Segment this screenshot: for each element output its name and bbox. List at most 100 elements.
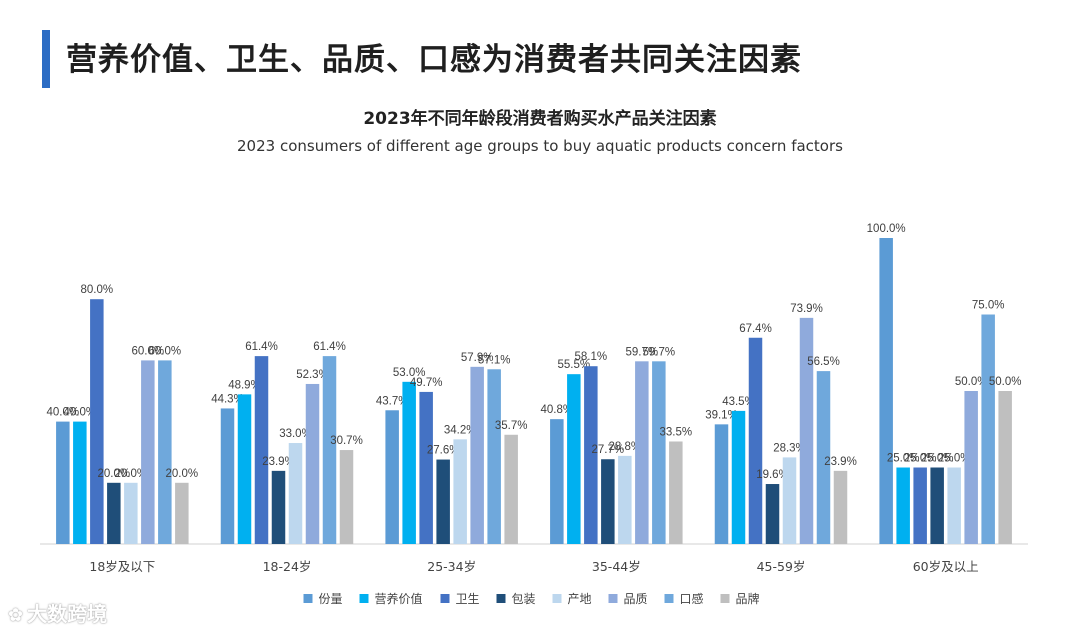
bar [339,450,354,544]
data-label: 100.0% [867,223,906,235]
data-label: 20.0% [115,468,148,480]
bar [714,424,729,544]
data-label: 35.7% [495,420,528,432]
bar [913,467,927,544]
bar [816,371,831,544]
data-label: 27.6% [427,445,460,457]
bar [550,419,564,544]
data-label: 28.8% [609,441,642,453]
legend-swatch [664,594,674,603]
bar [896,467,910,544]
data-label: 40.0% [64,407,97,419]
legend-label: 卫生 [456,592,480,606]
data-label: 33.0% [279,428,312,440]
data-label: 50.0% [989,376,1022,388]
chart-title: 2023年不同年龄段消费者购买水产品关注因素 [363,109,717,129]
bar [731,410,746,544]
x-tick-label: 60岁及以上 [913,559,979,574]
x-tick-label: 18-24岁 [263,559,312,574]
bar [220,408,235,544]
legend-swatch [303,594,313,603]
data-label: 73.9% [790,303,823,315]
legend-label: 口感 [680,591,704,606]
legend-swatch [608,594,618,603]
bar [635,361,649,544]
bar [254,356,269,544]
data-label: 43.7% [376,395,409,407]
bar [56,421,70,544]
watermark-text: 大数跨境 [27,602,108,626]
bar [124,482,138,544]
data-label: 49.7% [410,377,443,389]
bar [765,484,780,544]
data-label: 40.8% [541,404,574,416]
bar [998,391,1012,544]
bar [90,299,104,544]
bar [930,467,944,544]
data-label: 34.2% [444,424,477,436]
data-label: 59.7% [643,346,676,358]
data-label: 67.4% [739,323,772,335]
logo-icon: ✿ [8,605,24,626]
data-label: 61.4% [313,341,346,353]
x-tick-label: 45-59岁 [757,559,806,574]
data-label: 30.7% [330,435,363,447]
legend-swatch [440,594,450,603]
bar [385,410,399,544]
data-label: 57.1% [478,354,511,366]
bar [73,421,87,544]
bar [453,439,467,544]
bar [107,482,121,544]
bar [141,360,155,544]
chart-subtitle: 2023 consumers of different age groups t… [237,137,843,155]
legend-label: 品牌 [736,592,760,606]
legend-label: 营养价值 [375,591,423,606]
bar [947,467,961,544]
data-label: 80.0% [81,284,114,296]
data-label: 23.9% [262,456,295,468]
bar [487,369,501,544]
data-label: 20.0% [98,468,131,480]
data-label: 28.3% [773,442,806,454]
bar [782,457,797,544]
data-label: 23.9% [824,456,857,468]
bar [879,238,893,544]
bar [799,317,814,544]
bar [436,459,450,544]
bar [271,470,286,544]
data-label: 25.0% [921,453,954,465]
x-tick-label: 35-44岁 [592,559,641,574]
legend-swatch [496,594,506,603]
bar [402,381,416,544]
bar [618,455,632,544]
data-label: 27.7% [592,444,625,456]
data-label: 25.0% [904,453,937,465]
data-label: 61.4% [245,341,278,353]
bar [964,391,978,544]
bar [584,366,598,544]
bar [833,470,848,544]
data-label: 39.1% [705,409,738,421]
data-label: 53.0% [393,367,426,379]
data-label: 56.5% [807,356,840,368]
data-label: 33.5% [660,426,693,438]
legend-swatch [552,594,562,603]
data-label: 19.6% [756,469,789,481]
data-label: 20.0% [166,468,199,480]
bar [669,441,683,544]
data-label: 57.9% [461,352,494,364]
bar [158,360,172,544]
bar [652,361,666,544]
data-label: 59.7% [626,346,659,358]
data-label: 25.0% [938,453,971,465]
legend-label: 份量 [319,592,343,606]
bar [981,314,995,544]
watermark: ✿ 大数跨境 [8,598,107,627]
bar [601,459,615,544]
data-label: 44.3% [211,393,244,405]
data-label: 60.0% [132,345,165,357]
bar [305,383,320,544]
bar [175,482,189,544]
legend-swatch [359,594,369,603]
